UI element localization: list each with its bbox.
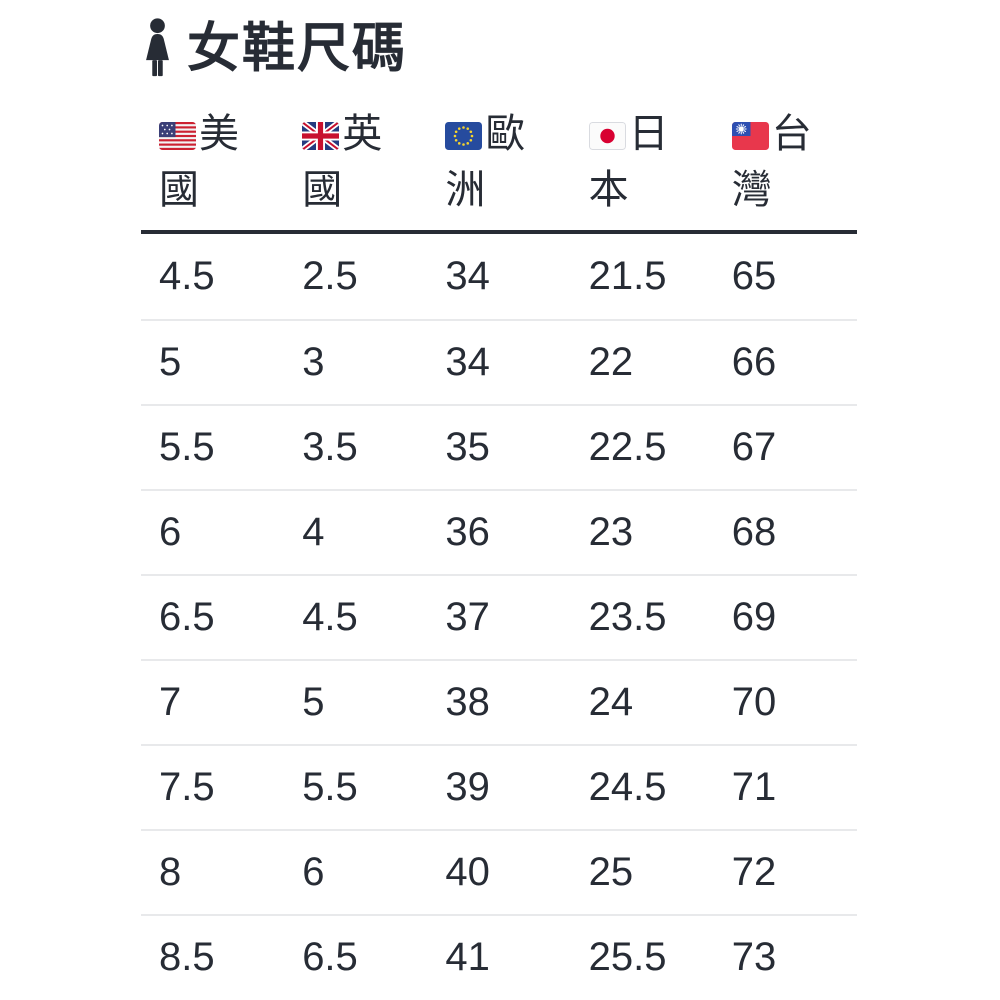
table-header-row: 美 國 英 國 [141, 106, 857, 234]
column-label: 國 [159, 168, 199, 212]
column-label: 英 [342, 112, 383, 156]
table-row: 5.5 3.5 35 22.5 67 [141, 404, 857, 489]
eu-flag-icon [445, 122, 483, 150]
column-label: 本 [588, 168, 629, 212]
size-cell: 8 [159, 850, 182, 894]
table-row: 8.5 6.5 41 25.5 73 [141, 914, 857, 999]
size-cell: 67 [731, 425, 777, 469]
tw-flag-icon [731, 122, 769, 150]
size-cell: 22.5 [588, 425, 667, 469]
size-cell: 68 [731, 510, 777, 554]
table-row: 7.5 5.5 39 24.5 71 [141, 744, 857, 829]
size-cell: 6.5 [302, 935, 358, 979]
column-label: 歐 [485, 112, 526, 156]
size-cell: 7.5 [159, 765, 215, 809]
size-cell: 21.5 [588, 254, 667, 298]
size-cell: 40 [445, 850, 490, 894]
column-header-uk: 英 國 [284, 106, 427, 218]
size-cell: 34 [445, 254, 490, 298]
size-cell: 6 [159, 510, 182, 554]
size-cell: 25 [588, 850, 634, 894]
size-cell: 35 [445, 425, 490, 469]
size-cell: 8.5 [159, 935, 215, 979]
size-cell: 4.5 [159, 254, 215, 298]
table-row: 6.5 4.5 37 23.5 69 [141, 574, 857, 659]
column-header-jp: 日 本 [571, 106, 714, 218]
column-header-us: 美 國 [141, 106, 284, 218]
size-cell: 71 [731, 765, 777, 809]
size-cell: 37 [445, 595, 490, 639]
size-cell: 70 [731, 680, 777, 724]
column-label: 台 [771, 112, 812, 156]
table-body: 4.5 2.5 34 21.5 65 5 3 34 22 66 5.5 3.5 35 22.5 67 6… [141, 234, 857, 999]
woman-icon [146, 18, 169, 77]
size-cell: 24 [588, 680, 634, 724]
uk-flag-icon [302, 122, 340, 150]
jp-flag-icon [588, 122, 626, 150]
size-cell: 6 [302, 850, 325, 894]
size-cell: 22 [588, 340, 634, 384]
table-row: 4.5 2.5 34 21.5 65 [141, 234, 857, 319]
size-cell: 3.5 [302, 425, 358, 469]
size-cell: 72 [731, 850, 777, 894]
column-label: 灣 [731, 168, 772, 212]
size-cell: 5 [159, 340, 182, 384]
size-cell: 38 [445, 680, 490, 724]
size-cell: 7 [159, 680, 182, 724]
size-cell: 36 [445, 510, 490, 554]
table-row: 8 6 40 25 72 [141, 829, 857, 914]
size-cell: 23 [588, 510, 634, 554]
shoe-size-table: 美 國 英 國 [141, 106, 857, 999]
column-header-eu: 歐 洲 [427, 106, 570, 218]
page-title: 女鞋尺碼 [187, 18, 407, 78]
size-cell: 34 [445, 340, 490, 384]
column-header-tw: 台 灣 [714, 106, 857, 218]
size-cell: 66 [731, 340, 777, 384]
size-cell: 39 [445, 765, 490, 809]
size-cell: 2.5 [302, 254, 358, 298]
size-cell: 5 [302, 680, 325, 724]
size-cell: 73 [731, 935, 777, 979]
size-cell: 23.5 [588, 595, 667, 639]
column-label: 國 [302, 168, 343, 212]
size-cell: 69 [731, 595, 777, 639]
page-title-row: 女鞋尺碼 [141, 16, 857, 80]
column-label: 洲 [445, 168, 486, 212]
size-cell: 5.5 [302, 765, 358, 809]
size-cell: 4 [302, 510, 325, 554]
size-cell: 65 [731, 254, 777, 298]
column-label: 日 [628, 112, 669, 156]
table-row: 7 5 38 24 70 [141, 659, 857, 744]
table-row: 5 3 34 22 66 [141, 319, 857, 404]
size-cell: 41 [445, 935, 490, 979]
size-cell: 4.5 [302, 595, 358, 639]
size-cell: 6.5 [159, 595, 215, 639]
size-cell: 3 [302, 340, 325, 384]
table-row: 6 4 36 23 68 [141, 489, 857, 574]
size-cell: 25.5 [588, 935, 667, 979]
column-label: 美 [199, 112, 239, 156]
size-chart-page: 女鞋尺碼 [141, 16, 857, 999]
size-cell: 5.5 [159, 425, 215, 469]
us-flag-icon [159, 122, 196, 150]
size-cell: 24.5 [588, 765, 667, 809]
